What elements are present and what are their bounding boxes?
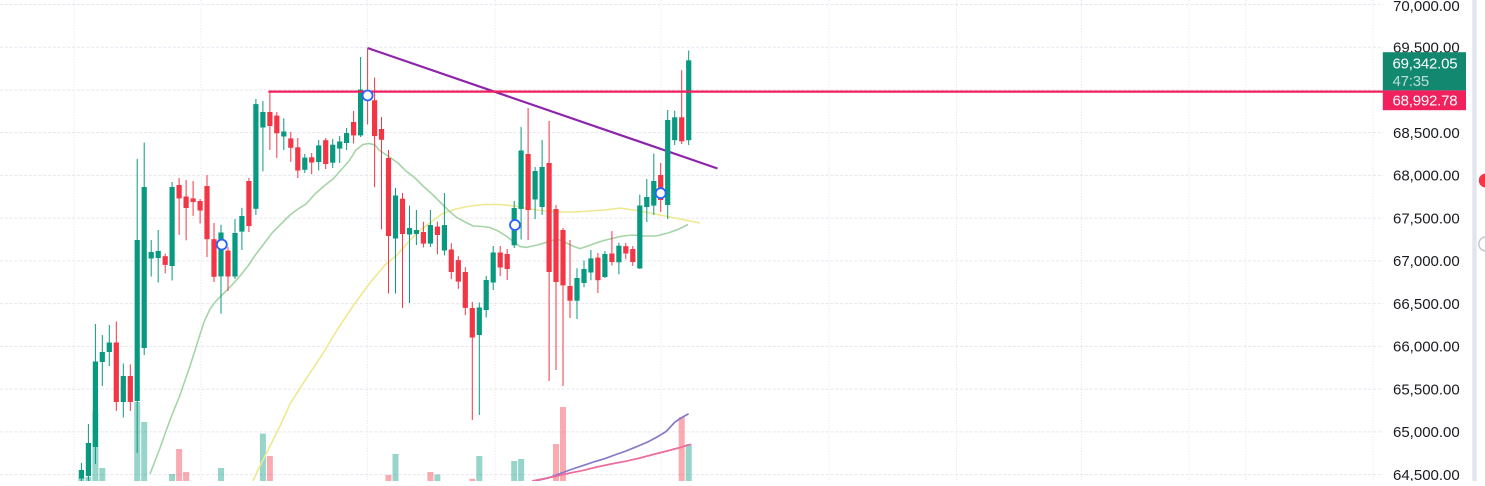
svg-text:65,000.00: 65,000.00 [1393,424,1460,441]
svg-text:47:35: 47:35 [1393,73,1430,90]
svg-text:68,000.00: 68,000.00 [1393,168,1460,185]
svg-text:64,500.00: 64,500.00 [1393,467,1460,481]
svg-text:67,500.00: 67,500.00 [1393,210,1460,227]
svg-text:66,500.00: 66,500.00 [1393,296,1460,313]
svg-text:65,500.00: 65,500.00 [1393,381,1460,398]
svg-text:69,342.05: 69,342.05 [1393,56,1458,73]
svg-text:70,000.00: 70,000.00 [1393,0,1460,15]
svg-text:68,500.00: 68,500.00 [1393,125,1460,142]
svg-text:67,000.00: 67,000.00 [1393,253,1460,270]
svg-text:68,992.78: 68,992.78 [1393,92,1458,109]
svg-text:66,000.00: 66,000.00 [1393,339,1460,356]
